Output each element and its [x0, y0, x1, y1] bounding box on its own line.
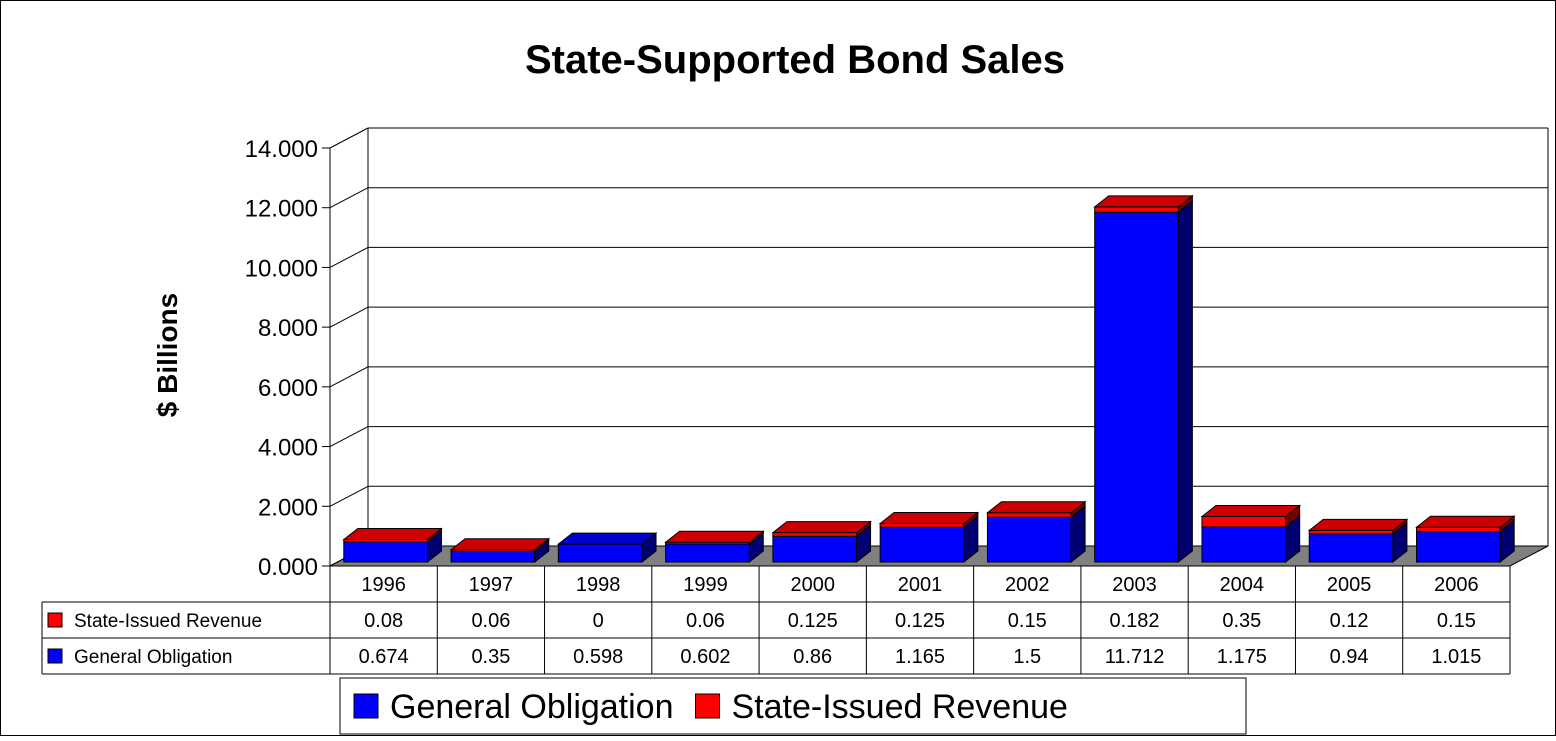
bar-top [664, 530, 765, 543]
y-axis-label: $ Billions [152, 293, 183, 417]
bar-general-obligation-1997 [450, 551, 536, 563]
bar-general-obligation-2000 [772, 535, 858, 563]
data-label: 0.15 [1008, 610, 1047, 632]
x-tick-label: 2006 [1434, 574, 1479, 596]
plot-area: 0.000 2.000 4.000 6.000 8.000 10.000 12.000 14.… [245, 127, 1549, 581]
gridline-side [329, 306, 369, 328]
bar-top [771, 521, 873, 534]
data-label: 0.94 [1330, 646, 1369, 668]
x-tick-label: 2003 [1112, 574, 1157, 596]
back-wall [330, 128, 1548, 566]
bar-general-obligation-2005 [1308, 533, 1394, 563]
table-row-swatch [47, 648, 63, 664]
bar-state-issued-revenue-2002 [986, 512, 1072, 518]
y-tick-label: 2.000 [258, 494, 318, 521]
bar-state-issued-revenue-2001 [879, 522, 965, 528]
x-tick-label: 2004 [1220, 574, 1265, 596]
legend-box [339, 677, 1247, 735]
bar-top [985, 501, 1087, 514]
data-label: 0.125 [895, 610, 945, 632]
data-label: 1.175 [1217, 646, 1267, 668]
legend-swatch [353, 693, 379, 719]
y-tick-label: 0.000 [258, 554, 318, 581]
data-table: 1996 1997 1998 1999 2000 2001 2002 2003 2004 2005… [41, 566, 1511, 675]
bar-general-obligation-2006 [1416, 531, 1501, 563]
data-label: 0.08 [364, 610, 403, 632]
gridline-side [329, 366, 369, 388]
y-tick-label: 4.000 [258, 435, 318, 462]
data-label: 0.602 [680, 646, 730, 668]
x-tick-label: 1996 [361, 574, 406, 596]
data-label: 1.165 [895, 646, 945, 668]
x-tick-label: 2000 [790, 574, 835, 596]
data-label: 1.015 [1431, 646, 1481, 668]
bar-general-obligation-2004 [1201, 526, 1287, 563]
legend-label: General Obligation [390, 688, 674, 726]
chart-title: State-Supported Bond Sales [525, 38, 1065, 82]
legend: General Obligation State-Issued Revenue [339, 677, 1247, 735]
x-tick-label: 1998 [576, 574, 621, 596]
data-label: 0.06 [471, 610, 510, 632]
y-tick-label: 14.000 [245, 136, 318, 163]
bar-general-obligation-1999 [665, 543, 750, 563]
data-label: 0 [593, 610, 604, 632]
data-label: 0.674 [359, 646, 409, 668]
bar-top [556, 532, 658, 545]
legend-label: State-Issued Revenue [732, 688, 1068, 726]
data-label: 0.182 [1110, 610, 1160, 632]
data-label: 11.712 [1105, 646, 1165, 668]
data-label: 1.5 [1013, 646, 1041, 668]
gridline-side [329, 187, 369, 209]
y-tick-label: 6.000 [258, 375, 318, 402]
bar-side [1177, 200, 1193, 564]
x-tick-label: 2005 [1327, 574, 1372, 596]
data-label: 0.35 [471, 646, 510, 668]
x-tick-label: 1999 [683, 574, 728, 596]
table-row-label: General Obligation [74, 647, 232, 668]
bar-top [1093, 195, 1194, 208]
bar-top [1307, 518, 1409, 531]
bar-general-obligation-2003 [1094, 211, 1179, 563]
gridline-side [329, 426, 369, 448]
bar-top [1200, 504, 1302, 517]
y-tick-label: 10.000 [245, 255, 318, 282]
data-label: 0.15 [1437, 610, 1476, 632]
bar-state-issued-revenue-2000 [772, 532, 858, 537]
table-row-label: State-Issued Revenue [74, 611, 262, 632]
data-label: 0.12 [1330, 610, 1369, 632]
bar-state-issued-revenue-2004 [1201, 515, 1287, 528]
bar-state-issued-revenue-2005 [1308, 529, 1394, 535]
bar-general-obligation-1996 [343, 541, 428, 563]
gridline-side [329, 127, 369, 149]
bar-general-obligation-1998 [557, 543, 643, 563]
data-label: 0.06 [686, 610, 725, 632]
bar-state-issued-revenue-2003 [1094, 206, 1179, 213]
gridline-side [329, 246, 369, 268]
bar-top [342, 527, 443, 540]
table-row-swatch [47, 612, 63, 628]
data-label: 0.86 [793, 646, 832, 668]
bar-general-obligation-2001 [879, 526, 965, 563]
x-tick-label: 2001 [898, 574, 943, 596]
data-label: 0.125 [788, 610, 838, 632]
data-label: 0.35 [1222, 610, 1261, 632]
bar-top [878, 511, 980, 524]
data-label: 0.598 [573, 646, 623, 668]
bar-top [1415, 515, 1516, 528]
x-tick-label: 2002 [1005, 574, 1050, 596]
gridline-side [329, 485, 369, 507]
y-tick-label: 8.000 [258, 315, 318, 342]
bar-top [449, 538, 551, 551]
bar-general-obligation-2002 [986, 516, 1072, 563]
x-tick-label: 1997 [469, 574, 514, 596]
legend-swatch [695, 693, 721, 719]
bar-state-issued-revenue-2006 [1416, 526, 1501, 533]
y-tick-label: 12.000 [245, 196, 318, 223]
